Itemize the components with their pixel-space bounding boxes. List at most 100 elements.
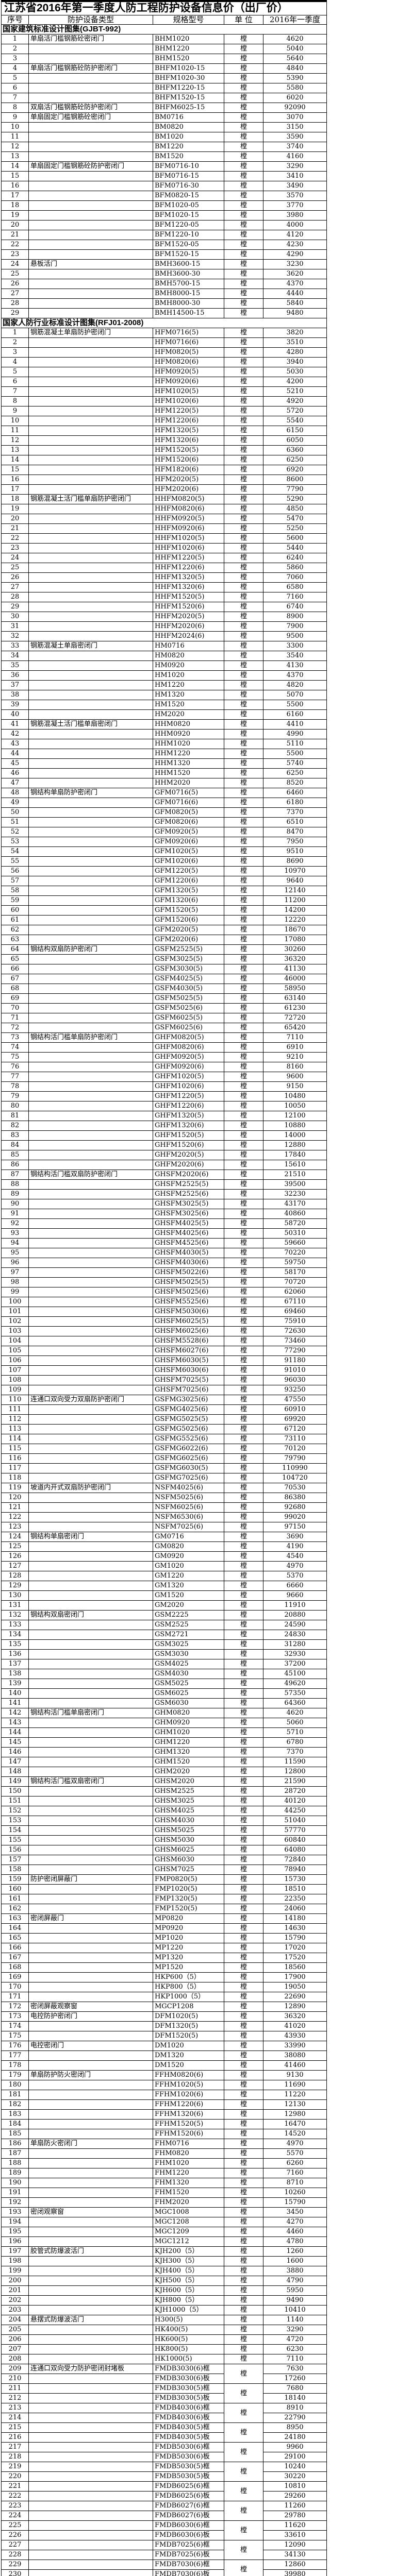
cell-index: 83	[1, 1130, 29, 1141]
cell-model: BMH3600-15	[153, 259, 224, 269]
cell-model: BM1520	[153, 151, 224, 162]
cell-price: 6360	[263, 445, 327, 455]
cell-price: 59660	[263, 1238, 327, 1248]
cell-price: 70720	[263, 1277, 327, 1287]
cell-index: 92	[1, 1218, 29, 1229]
cell-index: 27	[1, 582, 29, 592]
cell-equipment-type: 钢筋混凝土活门槛单扇密闭门	[28, 719, 153, 730]
cell-equipment-type: 双扇活门槛钢筋砼防护密闭门	[28, 103, 153, 113]
cell-model: GSM3030	[153, 1649, 224, 1659]
cell-model: GSM2525	[153, 1620, 224, 1630]
cell-model: GSM4025	[153, 1659, 224, 1669]
cell-equipment-type	[28, 1424, 153, 1434]
cell-equipment-type	[28, 2060, 153, 2071]
cell-price: 73110	[263, 1434, 327, 1444]
table-row: 122 NSFM6530(6) 樘 99020	[1, 1512, 327, 1522]
cell-model: FMDB4030(5)框	[153, 2422, 224, 2433]
cell-unit: 樘	[224, 886, 263, 896]
cell-price: 3690	[263, 1532, 327, 1542]
cell-index: 24	[1, 553, 29, 563]
cell-model: MP1320	[153, 1953, 224, 1963]
cell-model: FMDB6030(6)框	[153, 2520, 224, 2531]
cell-price: 10410	[263, 2305, 327, 2315]
table-row: 211 FMDB3030(5)框樘 7680	[1, 2383, 327, 2403]
cell-price: 18510	[263, 1884, 327, 1894]
cell-unit: 樘	[224, 2246, 263, 2257]
table-row: 111 GSFMG4025(6) 樘 60910	[1, 1404, 327, 1415]
cell-price: 1600	[263, 2256, 327, 2266]
cell-model: MGC1209	[153, 2227, 224, 2237]
cell-model: GM1220	[153, 1571, 224, 1581]
cell-unit: 樘	[224, 2090, 263, 2100]
cell-model: FMDB3030(5)框	[153, 2383, 224, 2394]
cell-equipment-type	[28, 2520, 153, 2531]
cell-unit: 樘	[224, 465, 263, 475]
cell-equipment-type	[28, 2129, 153, 2139]
cell-model: HM0716	[153, 641, 224, 651]
cell-equipment-type	[28, 455, 153, 465]
cell-model: HHM0920	[153, 729, 224, 739]
cell-model: HHFM0920(5)	[153, 514, 224, 524]
cell-unit: 樘	[224, 1355, 263, 1366]
cell-price: 12100	[263, 1111, 327, 1121]
cell-price: 7110	[263, 2354, 327, 2364]
cell-unit: 樘	[224, 729, 263, 739]
cell-index: 57	[1, 876, 29, 886]
table-row: 22 BFM1520-05 樘 4230	[1, 240, 327, 250]
cell-equipment-type	[28, 798, 153, 808]
cell-equipment-type	[28, 2295, 153, 2306]
cell-model: MP1520	[153, 1962, 224, 1973]
cell-unit: 樘	[224, 34, 263, 44]
table-row: 19 BFM1020-15 樘 3980	[1, 210, 327, 221]
cell-price: 4370	[263, 279, 327, 289]
cell-unit: 樘	[224, 328, 263, 338]
cell-model: GFM1320(5)	[153, 886, 224, 896]
column-header-index: 序号	[1, 15, 29, 25]
cell-unit: 樘	[224, 954, 263, 964]
cell-unit: 樘	[224, 1248, 263, 1258]
table-row: 10 HFM1220(6) 樘 5540	[1, 416, 327, 426]
cell-unit: 樘	[224, 641, 263, 651]
table-row: 182 FFHM1220(6) 樘 12130	[1, 2099, 327, 2110]
cell-model: BM0820	[153, 122, 224, 132]
table-row: 118 GSFMG7025(6) 樘 104720	[1, 1473, 327, 1483]
cell-unit: 樘	[224, 1444, 263, 1454]
cell-unit: 樘	[224, 1267, 263, 1278]
table-row: 34 HM0820 樘 3540	[1, 651, 327, 661]
cell-unit: 樘	[224, 1816, 263, 1826]
cell-unit: 樘	[224, 2305, 263, 2315]
cell-model: HHFM0820(6)	[153, 504, 224, 514]
cell-price: 3450	[263, 2207, 327, 2217]
cell-unit: 樘	[224, 249, 263, 260]
table-row: 170 HKP800（5）樘 19050	[1, 1982, 327, 1992]
cell-price: 33990	[263, 2041, 327, 2051]
cell-model: FMDB6025(6)板	[153, 2491, 224, 2501]
cell-model: HFM0820(5)	[153, 347, 224, 358]
table-row: 75 GHFM0920(5) 樘 9210	[1, 1052, 327, 1062]
cell-price: 24060	[263, 1904, 327, 1914]
cell-price: 4120	[263, 230, 327, 240]
cell-index: 120	[1, 1493, 29, 1503]
cell-equipment-type	[28, 1365, 153, 1376]
cell-equipment-type	[28, 132, 153, 142]
cell-model: KJH1000（5）	[153, 2305, 224, 2315]
cell-equipment-type	[28, 993, 153, 1004]
cell-model: GFM1220(5)	[153, 866, 224, 876]
table-row: 179 单扇防护防火密闭门 FFHM0820(6) 樘 9130	[1, 2070, 327, 2080]
cell-model: GSFMG3025(6)	[153, 1395, 224, 1405]
table-row: 93 GHSFM4025(6) 樘 50310	[1, 1228, 327, 1239]
cell-index: 69	[1, 993, 29, 1004]
table-row: 168 MP1520 樘 18560	[1, 1962, 327, 1973]
cell-unit: 樘	[224, 2139, 263, 2149]
cell-index: 139	[1, 1679, 29, 1689]
cell-equipment-type	[28, 612, 153, 622]
cell-unit: 樘	[224, 1199, 263, 1209]
cell-price: 7060	[263, 572, 327, 583]
table-row: 216 FMDB4030(5)板 24180	[1, 2432, 327, 2443]
table-row: 154 GHSM5025 樘 57770	[1, 1825, 327, 1836]
cell-index: 114	[1, 1434, 29, 1444]
table-row: 159 防护密闭屏蔽门 FMP0820(5) 樘 15730	[1, 1874, 327, 1885]
table-row: 157 GHSM6030 樘 72840	[1, 1855, 327, 1865]
cell-model: BHFM1020-30	[153, 73, 224, 83]
cell-unit: 樘	[224, 1326, 263, 1336]
